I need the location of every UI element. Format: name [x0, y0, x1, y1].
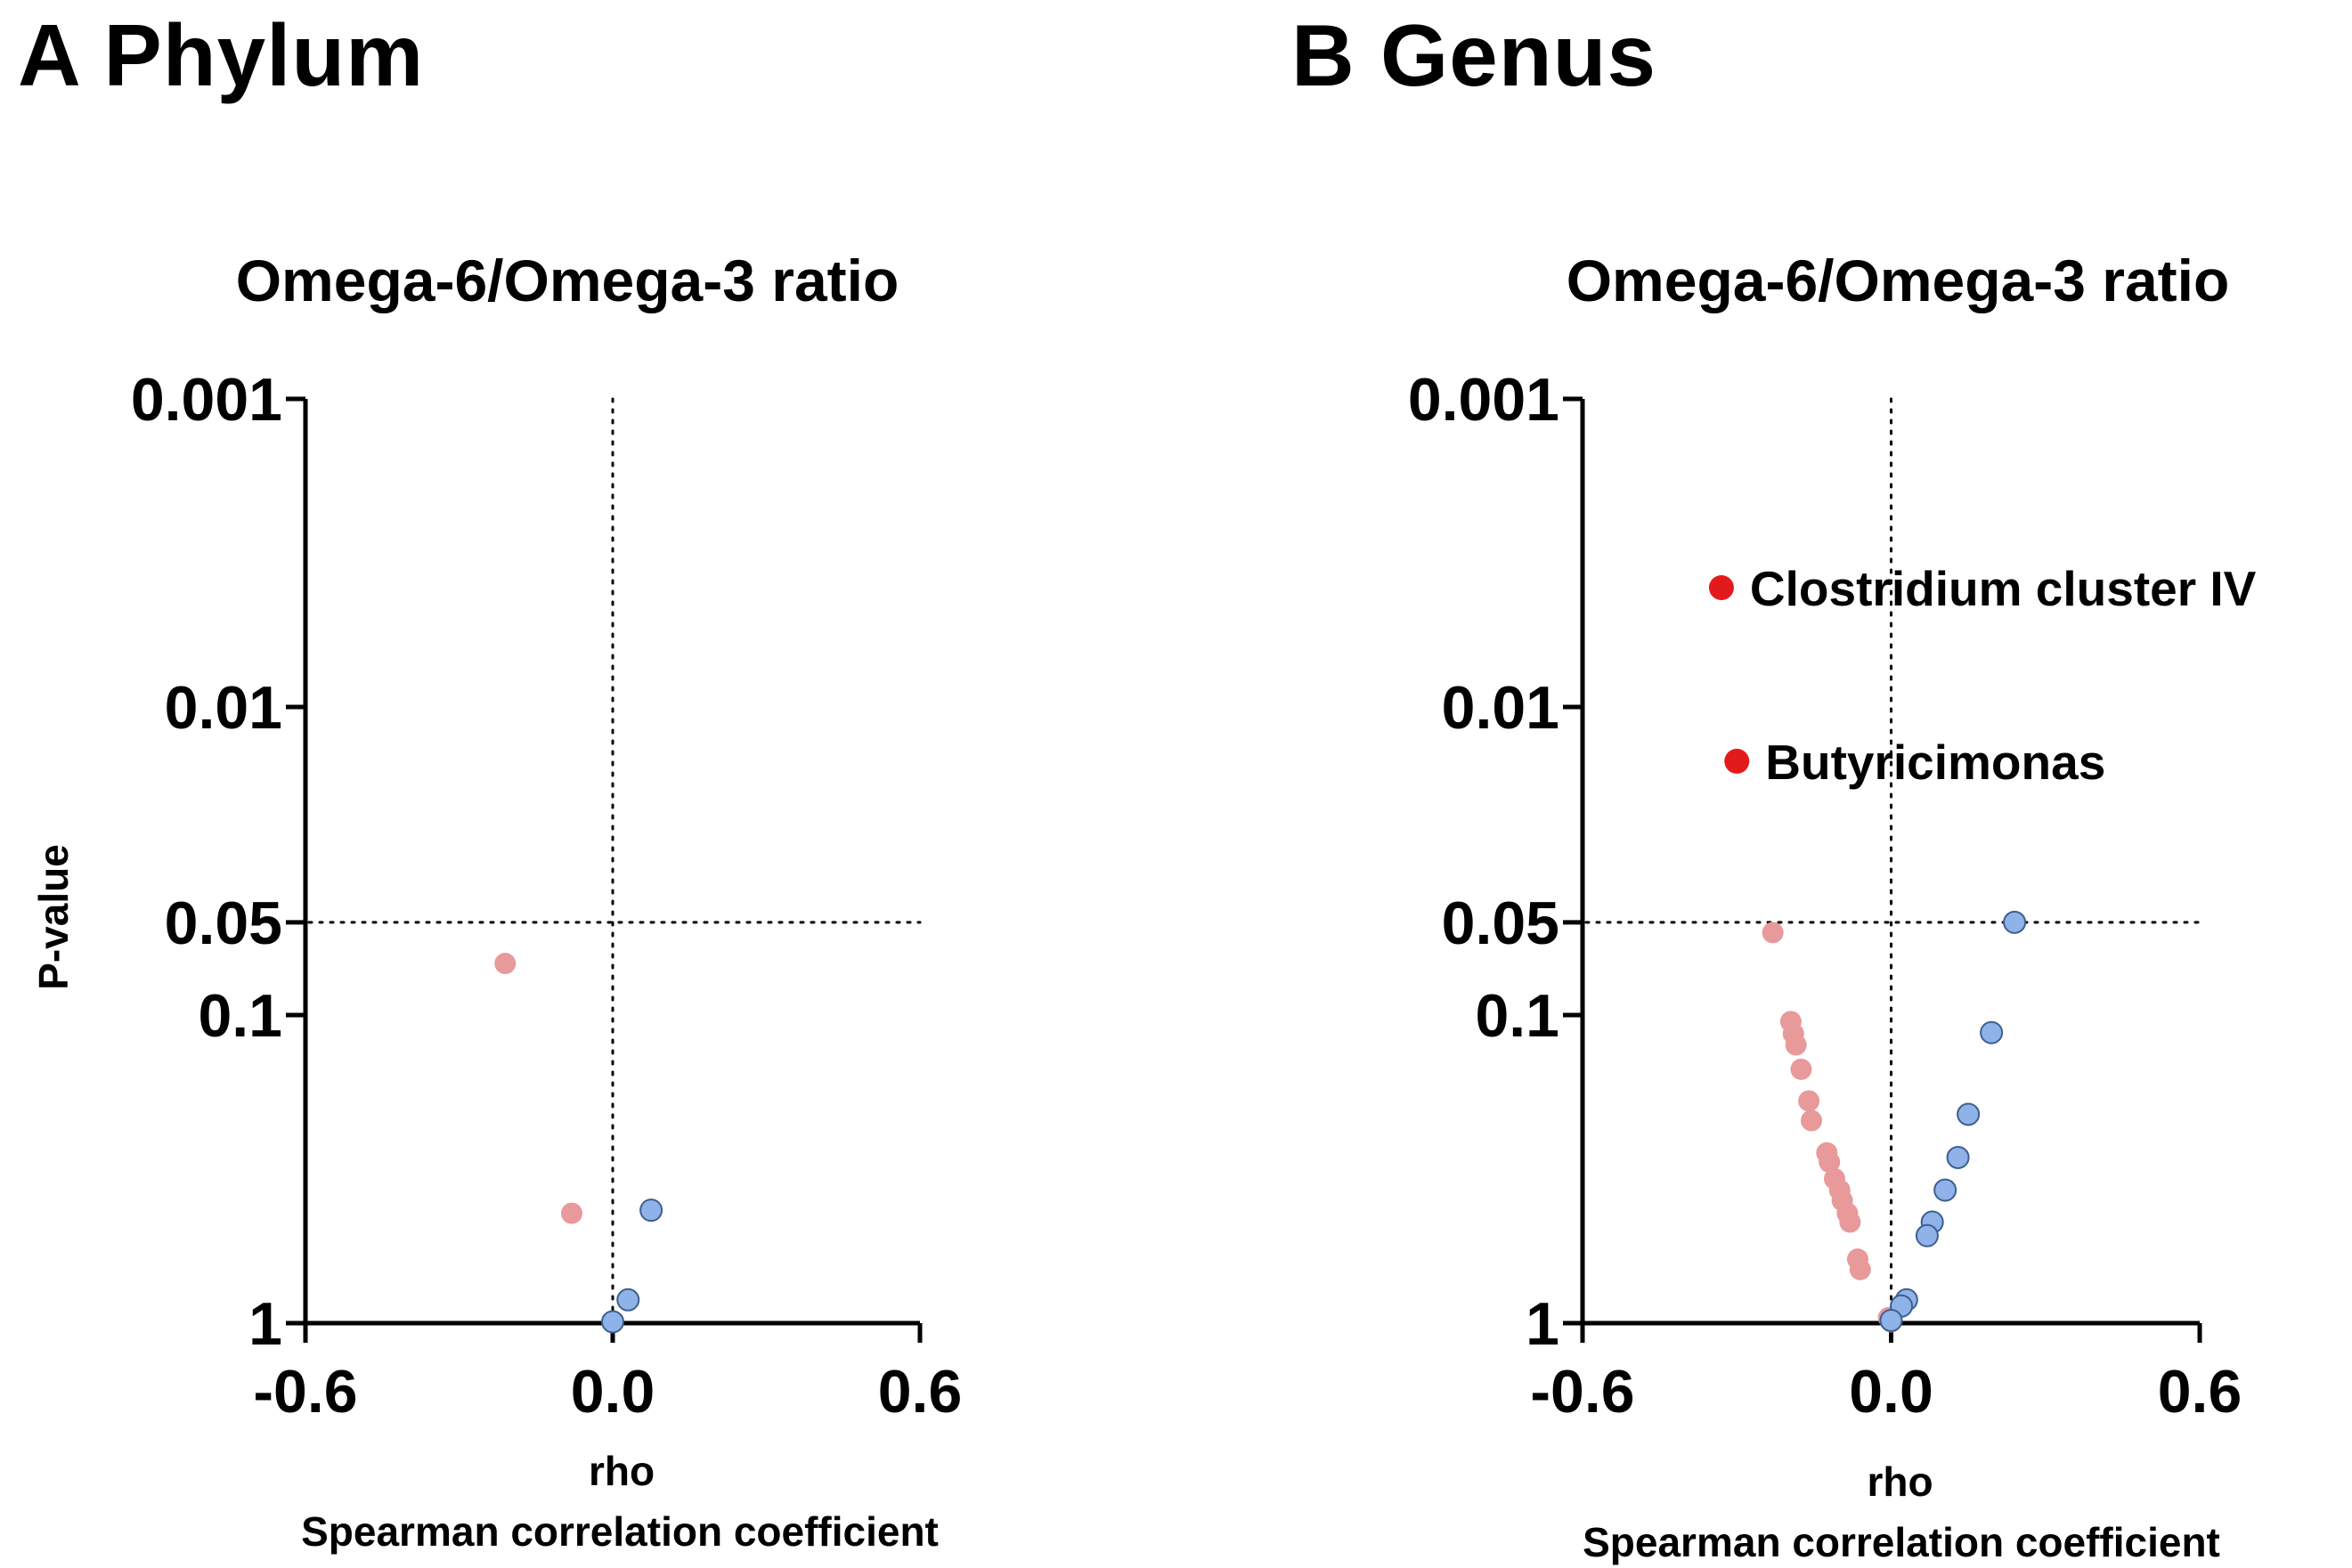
phylum-y-tick-label: 0.01 — [165, 674, 282, 742]
genus-x-axis-title: rho — [1867, 1458, 1933, 1505]
panel-a-heading: A Phylum — [18, 6, 425, 104]
phylum-x-tick-label: -0.6 — [253, 1358, 357, 1426]
genus-data-point — [1839, 1211, 1861, 1233]
genus-y-tick-label: 0.1 — [1475, 982, 1559, 1050]
phylum-data-point — [561, 1202, 582, 1224]
phylum-y-axis-title: P-value — [30, 844, 77, 990]
genus-data-point — [1933, 1178, 1957, 1202]
phylum-y-tick-label: 0.001 — [131, 366, 282, 434]
genus-data-point — [1946, 1145, 1970, 1169]
genus-data-point — [1790, 1058, 1812, 1080]
genus-data-point — [1849, 1258, 1871, 1280]
genus-chart-title: Omega-6/Omega-3 ratio — [1567, 248, 2230, 313]
genus-point-label: Butyricimonas — [1765, 735, 2105, 790]
phylum-y-tick-label: 0.1 — [198, 982, 282, 1050]
phylum-data-point — [639, 1198, 663, 1223]
genus-x-tick-label: 0.0 — [1849, 1358, 1933, 1426]
genus-data-point — [1762, 922, 1784, 944]
genus-data-point — [1879, 1308, 1903, 1332]
genus-data-point — [1800, 1109, 1822, 1132]
phylum-data-point — [616, 1288, 640, 1312]
genus-data-point — [1957, 1102, 1981, 1126]
genus-data-point — [1819, 1151, 1841, 1174]
phylum-x-tick-label: 0.0 — [571, 1358, 655, 1426]
phylum-y-tick-label: 0.05 — [165, 890, 282, 957]
phylum-x-axis-subtitle: Spearman correlation coefficient — [301, 1508, 939, 1555]
genus-data-point — [1724, 748, 1750, 774]
genus-data-point — [1980, 1020, 2004, 1044]
genus-x-tick-label: 0.6 — [2158, 1358, 2242, 1426]
phylum-x-axis-title: rho — [589, 1448, 655, 1494]
phylum-x-tick-label: 0.6 — [878, 1358, 963, 1426]
genus-data-point — [1915, 1223, 1939, 1247]
genus-y-tick-label: 1 — [1526, 1290, 1559, 1358]
panel-b-heading: B Genus — [1291, 6, 1656, 104]
genus-y-tick-label: 0.001 — [1408, 366, 1559, 434]
genus-data-point — [1708, 575, 1734, 601]
phylum-y-tick-label: 1 — [248, 1290, 282, 1358]
genus-point-label: Clostridium cluster IV — [1750, 561, 2257, 616]
genus-x-axis-subtitle: Spearman correlation coefficient — [1583, 1519, 2220, 1565]
genus-y-tick-label: 0.01 — [1442, 674, 1559, 742]
phylum-data-point — [494, 953, 517, 975]
genus-y-tick-label: 0.05 — [1442, 890, 1559, 957]
phylum-chart-title: Omega-6/Omega-3 ratio — [236, 248, 899, 313]
phylum-data-point — [601, 1310, 624, 1334]
genus-data-point — [1785, 1034, 1807, 1056]
genus-data-point — [2003, 910, 2027, 934]
genus-data-point — [1798, 1090, 1820, 1112]
genus-x-tick-label: -0.6 — [1530, 1358, 1634, 1426]
